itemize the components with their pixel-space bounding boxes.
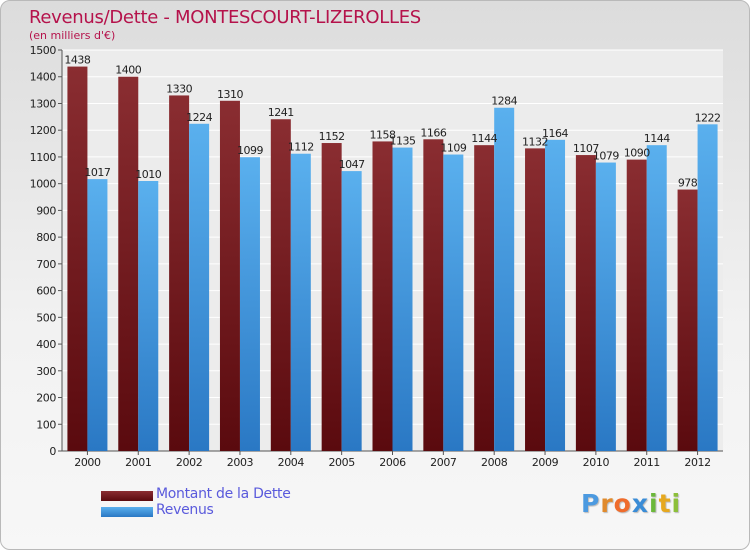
data-label: 1166 xyxy=(420,126,446,139)
data-label: 1144 xyxy=(471,132,497,145)
data-label: 1079 xyxy=(593,150,619,163)
bar-dette-2002 xyxy=(169,95,190,452)
bar-dette-2010 xyxy=(575,155,596,451)
bar-dette-2005 xyxy=(321,143,342,452)
y-tick-label: 600 xyxy=(36,285,56,298)
bar-dette-2012 xyxy=(677,189,698,451)
bar-revenus-2006 xyxy=(392,147,413,451)
bar-dette-2011 xyxy=(626,159,647,451)
x-tick-label: 2000 xyxy=(74,456,101,469)
legend-swatch-revenus xyxy=(101,507,153,517)
chart-title: Revenus/Dette - MONTESCOURT-LIZEROLLES xyxy=(29,7,421,28)
data-label: 1109 xyxy=(440,142,466,155)
data-label: 1284 xyxy=(491,95,517,108)
bar-revenus-2009 xyxy=(545,139,566,451)
legend-label-dette: Montant de la Dette xyxy=(156,486,291,502)
x-tick-label: 2005 xyxy=(328,456,355,469)
y-tick-label: 1500 xyxy=(30,44,57,57)
bar-revenus-2004 xyxy=(290,153,311,451)
bar-revenus-2008 xyxy=(494,107,515,451)
data-label: 1158 xyxy=(370,128,396,141)
y-tick-label: 1200 xyxy=(30,124,57,137)
chart-subtitle: (en milliers d'€) xyxy=(29,29,116,42)
proxiti-logo: Proxiti xyxy=(581,489,681,518)
y-tick-label: 100 xyxy=(36,418,56,431)
bar-dette-2003 xyxy=(219,100,240,451)
logo-letter: r xyxy=(600,489,614,518)
bar-revenus-2010 xyxy=(595,162,616,451)
y-tick-label: 400 xyxy=(36,338,56,351)
data-label: 1132 xyxy=(522,135,548,148)
y-tick-label: 700 xyxy=(36,258,56,271)
bar-revenus-2001 xyxy=(138,180,159,451)
logo-letter: P xyxy=(581,489,601,518)
data-label: 978 xyxy=(678,177,698,190)
bar-dette-2004 xyxy=(270,119,291,452)
x-tick-label: 2010 xyxy=(583,456,610,469)
y-tick-label: 800 xyxy=(36,231,56,244)
legend-label-revenus: Revenus xyxy=(156,502,214,518)
data-label: 1017 xyxy=(84,166,110,179)
bar-revenus-2000 xyxy=(87,179,108,451)
y-tick-label: 1000 xyxy=(30,178,57,191)
bar-revenus-2012 xyxy=(697,124,718,451)
bar-revenus-2011 xyxy=(646,145,667,452)
data-label: 1112 xyxy=(288,141,314,154)
y-tick-label: 900 xyxy=(36,204,56,217)
bar-dette-2008 xyxy=(474,145,495,452)
data-label: 1144 xyxy=(644,132,670,145)
logo-letter: i xyxy=(649,489,659,518)
x-tick-label: 2012 xyxy=(684,456,710,469)
data-label: 1241 xyxy=(268,106,294,119)
data-label: 1330 xyxy=(166,82,192,95)
data-label: 1222 xyxy=(695,111,721,124)
bar-revenus-2002 xyxy=(189,123,210,451)
legend-swatch-dette xyxy=(101,491,153,501)
data-label: 1090 xyxy=(624,147,650,160)
bar-revenus-2003 xyxy=(239,157,260,451)
bar-dette-2009 xyxy=(525,148,546,451)
y-tick-label: 300 xyxy=(36,365,56,378)
data-label: 1152 xyxy=(319,130,345,143)
logo-letter: x xyxy=(631,489,649,518)
x-tick-label: 2008 xyxy=(481,456,508,469)
bars xyxy=(67,66,718,452)
data-label: 1135 xyxy=(390,135,416,148)
x-tick-label: 2011 xyxy=(634,456,660,469)
y-tick-label: 200 xyxy=(36,392,56,405)
data-label: 1438 xyxy=(64,54,90,67)
data-label: 1107 xyxy=(573,142,599,155)
x-tick-label: 2007 xyxy=(430,456,457,469)
data-label: 1400 xyxy=(115,64,141,77)
data-label: 1047 xyxy=(339,158,365,171)
logo-letter: t xyxy=(658,489,672,518)
x-tick-label: 2002 xyxy=(176,456,202,469)
bar-dette-2007 xyxy=(423,139,444,451)
y-tick-label: 0 xyxy=(49,445,56,458)
logo-letter: i xyxy=(671,489,682,518)
x-tick-label: 2001 xyxy=(125,456,151,469)
y-tick-label: 1100 xyxy=(30,151,57,164)
x-tick-label: 2004 xyxy=(278,456,305,469)
data-label: 1099 xyxy=(237,144,263,157)
data-labels: 1438 1017 1400 1010 1330 1224 1310 1099 1241 1112… xyxy=(64,54,721,190)
x-tick-label: 2006 xyxy=(379,456,406,469)
x-tick-label: 2009 xyxy=(532,456,559,469)
logo-letter: o xyxy=(613,489,632,518)
bar-revenus-2005 xyxy=(341,171,362,452)
y-tick-label: 500 xyxy=(36,311,56,324)
y-tick-label: 1400 xyxy=(30,71,57,84)
y-tick-label: 1300 xyxy=(30,97,57,110)
data-label: 1224 xyxy=(186,111,212,124)
x-tick-label: 2003 xyxy=(227,456,254,469)
bar-revenus-2007 xyxy=(443,154,464,451)
data-label: 1310 xyxy=(217,88,243,101)
bar-dette-2001 xyxy=(118,76,139,451)
bar-dette-2000 xyxy=(67,66,88,451)
bar-dette-2006 xyxy=(372,141,393,452)
data-label: 1010 xyxy=(135,168,161,181)
data-label: 1164 xyxy=(542,127,568,140)
